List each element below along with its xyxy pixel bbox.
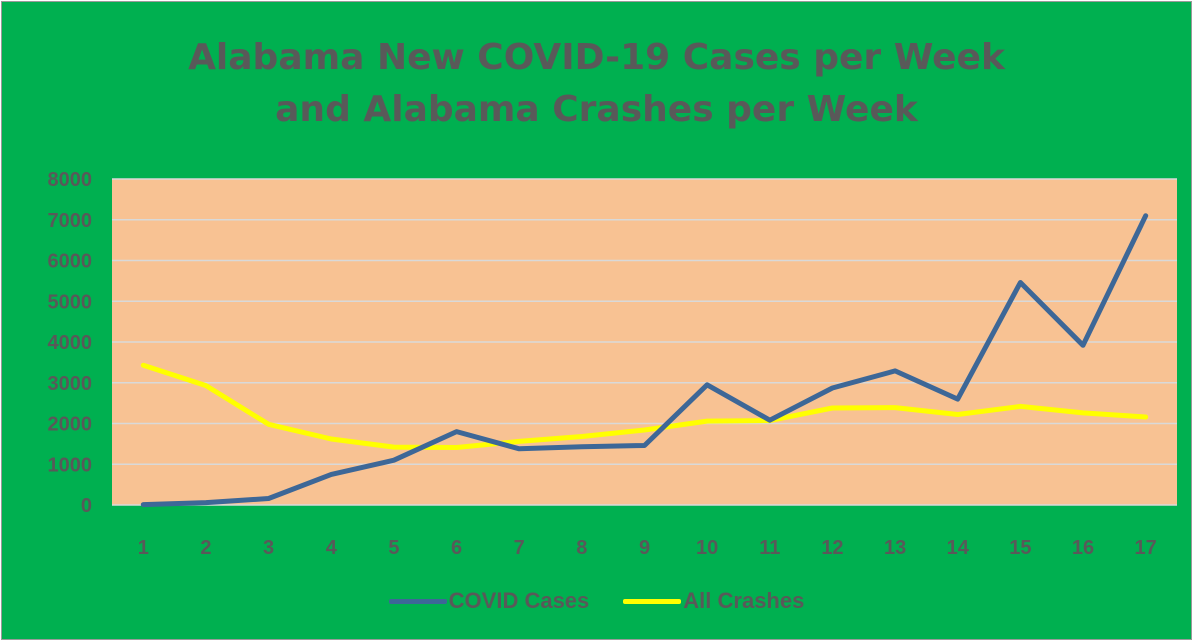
x-tick-label: 14 [947, 537, 970, 559]
x-tick-label: 6 [451, 537, 462, 559]
x-axis-ticks: 1 2 3 4 5 6 7 8 9 10 11 12 13 14 15 16 17 [138, 537, 1157, 559]
x-tick-label: 3 [263, 537, 274, 559]
x-tick-label: 2 [200, 537, 211, 559]
series-line-covid-cases [140, 213, 1149, 508]
x-tick-label: 12 [821, 537, 843, 559]
y-tick-label: 1000 [48, 454, 93, 476]
chart-title: Alabama New COVID-19 Cases per Week and … [2, 32, 1191, 136]
y-tick-label: 3000 [48, 373, 93, 395]
legend-swatch-all-crashes [623, 598, 682, 604]
x-tick-label: 5 [388, 537, 399, 559]
y-tick-label: 2000 [48, 414, 93, 436]
x-tick-label: 17 [1135, 537, 1157, 559]
x-tick-label: 9 [639, 537, 650, 559]
x-tick-label: 15 [1009, 537, 1031, 559]
legend-label-all-crashes: All Crashes [683, 588, 805, 613]
y-tick-label: 7000 [48, 210, 93, 232]
x-tick-label: 4 [326, 537, 338, 559]
legend-swatch-covid-cases [388, 598, 447, 604]
x-tick-label: 11 [759, 537, 780, 559]
legend-item-all-crashes: All Crashes [623, 588, 804, 614]
y-tick-label: 8000 [48, 169, 93, 191]
x-tick-label: 8 [576, 537, 587, 559]
y-axis-ticks: 0 1000 2000 3000 4000 5000 6000 7000 8000 [48, 169, 93, 517]
x-tick-label: 7 [514, 537, 525, 559]
legend-item-covid-cases: COVID Cases [388, 588, 590, 614]
chart-title-line-2: and Alabama Crashes per Week [275, 89, 918, 130]
x-tick-label: 16 [1072, 537, 1094, 559]
y-tick-label: 4000 [48, 332, 93, 354]
x-tick-label: 13 [884, 537, 906, 559]
x-tick-label: 10 [696, 537, 718, 559]
chart-title-line-1: Alabama New COVID-19 Cases per Week [188, 37, 1005, 78]
legend: COVID Cases All Crashes [2, 588, 1191, 614]
series-layer [140, 213, 1149, 508]
legend-label-covid-cases: COVID Cases [448, 588, 590, 613]
grid-lines [112, 178, 1177, 506]
y-tick-label: 5000 [48, 291, 93, 313]
y-tick-label: 6000 [48, 251, 93, 273]
x-tick-label: 1 [138, 537, 149, 559]
series-line-all-crashes [140, 362, 1149, 450]
y-tick-label: 0 [81, 495, 92, 517]
